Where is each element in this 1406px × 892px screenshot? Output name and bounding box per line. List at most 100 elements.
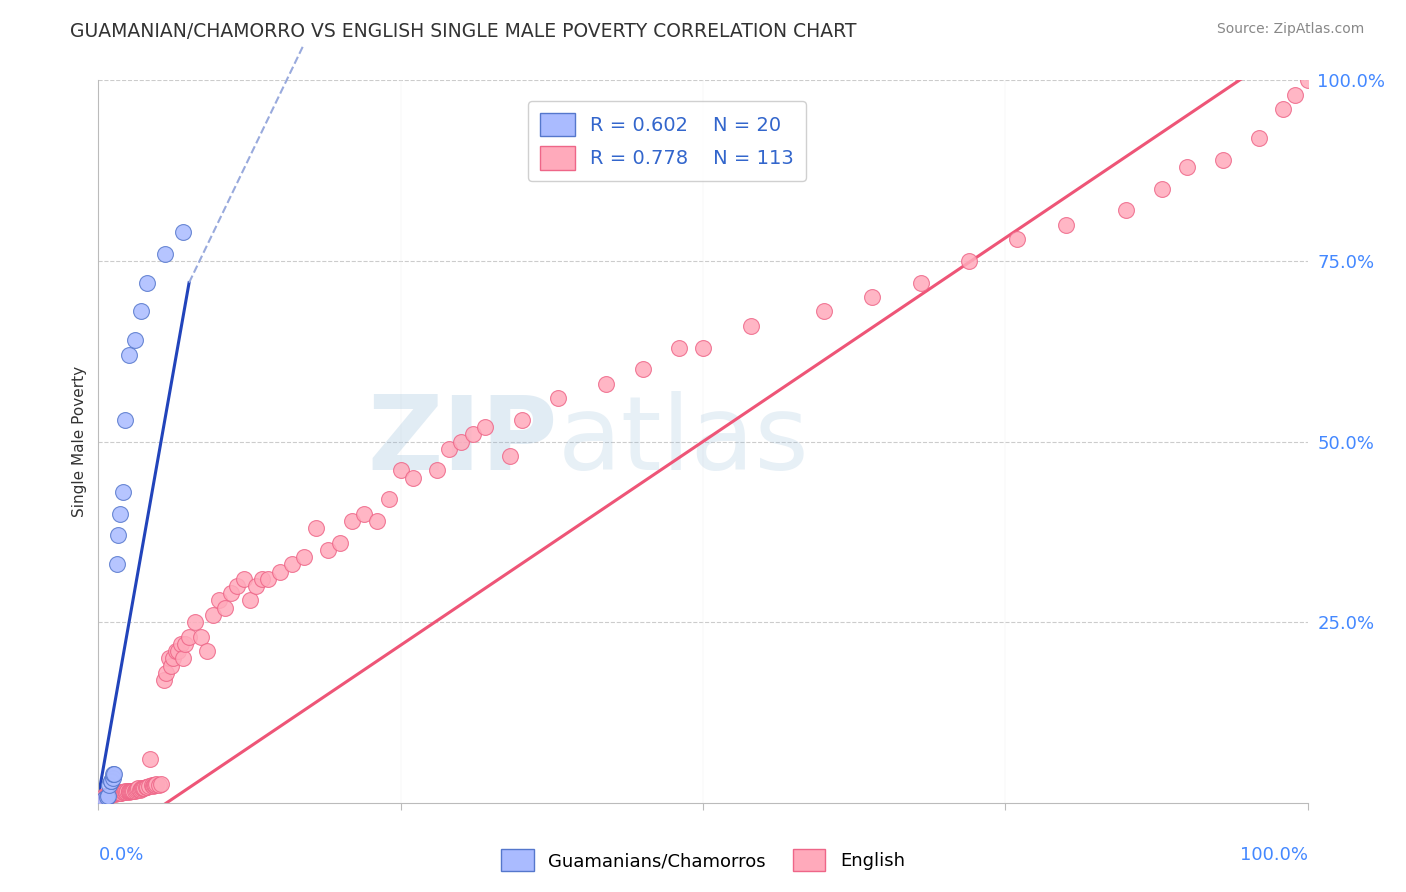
Point (1115, 203, 1137, 218)
Point (202, 607, 225, 622)
Point (93, 792, 115, 806)
Point (150, 777, 173, 791)
Point (108, 786, 131, 800)
Point (125, 782, 148, 797)
Point (143, 779, 166, 793)
Point (142, 779, 165, 793)
Point (135, 780, 157, 794)
Legend: Guamanians/Chamorros, English: Guamanians/Chamorros, English (494, 842, 912, 879)
Point (426, 463, 449, 477)
Point (117, 784, 139, 798)
Point (115, 785, 138, 799)
Point (910, 276, 932, 290)
Point (160, 658, 183, 673)
Legend: R = 0.602    N = 20, R = 0.778    N = 113: R = 0.602 N = 20, R = 0.778 N = 113 (527, 101, 806, 181)
Point (595, 376, 617, 391)
Point (97, 789, 120, 803)
Point (474, 420, 496, 434)
Point (208, 593, 231, 607)
Point (100, 774, 122, 789)
Point (141, 779, 163, 793)
Point (127, 782, 149, 797)
Point (547, 391, 569, 405)
Point (104, 787, 127, 801)
Point (1296, 73, 1319, 87)
Point (114, 784, 136, 798)
Point (101, 767, 124, 781)
Point (120, 784, 142, 798)
Point (112, 785, 135, 799)
Point (190, 630, 212, 644)
Point (179, 630, 201, 644)
Point (813, 304, 835, 318)
Point (100, 786, 122, 800)
Point (132, 780, 155, 795)
Point (103, 786, 125, 800)
Point (402, 470, 425, 484)
Point (245, 579, 267, 593)
Point (226, 579, 249, 593)
Point (281, 558, 304, 572)
Point (105, 786, 128, 800)
Text: 0.0%: 0.0% (98, 847, 143, 864)
Point (128, 782, 150, 797)
Point (214, 600, 236, 615)
Point (316, 542, 339, 557)
Point (100, 774, 122, 789)
Point (129, 304, 152, 318)
Point (668, 341, 690, 355)
Point (172, 225, 194, 239)
Point (108, 507, 131, 521)
Point (305, 521, 328, 535)
Text: Source: ZipAtlas.com: Source: ZipAtlas.com (1216, 22, 1364, 37)
Point (1152, 182, 1174, 196)
Point (134, 781, 156, 796)
Point (114, 413, 136, 427)
Point (143, 778, 166, 792)
Point (108, 785, 131, 799)
Point (105, 558, 128, 572)
Point (1284, 87, 1306, 102)
Point (155, 665, 177, 680)
Point (129, 782, 152, 797)
Point (463, 427, 485, 442)
Point (957, 253, 980, 268)
Point (498, 449, 520, 463)
Point (101, 786, 124, 800)
Point (152, 673, 174, 687)
Point (631, 362, 654, 376)
Point (860, 290, 883, 304)
Point (98, 789, 121, 803)
Point (96, 790, 118, 805)
Point (93, 789, 115, 803)
Point (329, 535, 352, 549)
Point (174, 637, 197, 651)
Point (111, 785, 134, 799)
Point (111, 485, 134, 500)
Point (97, 789, 120, 803)
Point (98, 778, 121, 792)
Text: 100.0%: 100.0% (1240, 847, 1308, 864)
Point (1175, 160, 1198, 174)
Point (103, 767, 125, 781)
Point (1272, 102, 1295, 116)
Point (437, 442, 460, 456)
Point (139, 752, 162, 766)
Point (195, 644, 218, 658)
Point (389, 463, 412, 477)
Point (184, 615, 207, 630)
Text: ZIP: ZIP (367, 391, 558, 492)
Point (100, 787, 122, 801)
Point (232, 572, 254, 586)
Point (110, 786, 132, 800)
Point (510, 413, 533, 427)
Point (118, 785, 141, 799)
Point (108, 786, 131, 800)
Point (353, 507, 375, 521)
Point (377, 492, 399, 507)
Point (131, 781, 153, 796)
Point (221, 586, 243, 600)
Point (138, 779, 160, 793)
Point (107, 786, 129, 800)
Point (256, 572, 278, 586)
